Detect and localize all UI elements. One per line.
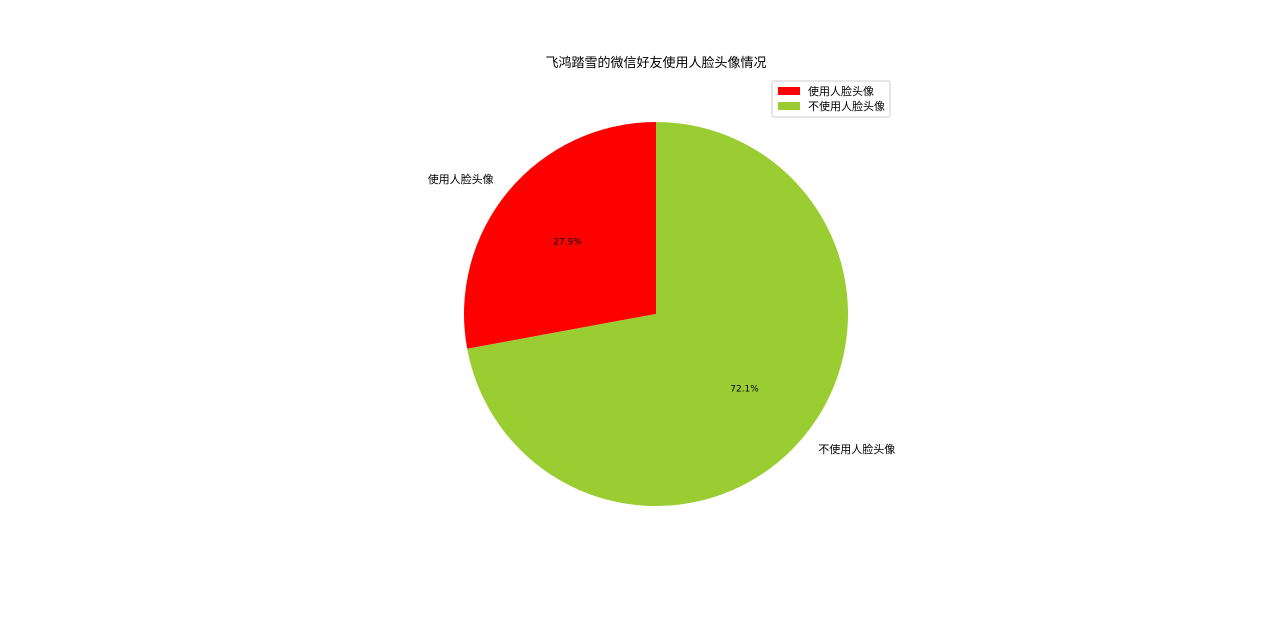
pie-slice-0 <box>463 122 656 349</box>
percent-label-1: 72.1% <box>730 385 759 395</box>
legend-frame <box>771 80 891 118</box>
pie-slice-1 <box>467 122 848 506</box>
legend-swatch-1 <box>778 102 800 110</box>
percent-label-0: 27.9% <box>553 237 582 247</box>
slice-label-1: 不使用人脸头像 <box>818 442 895 456</box>
slice-label-0: 使用人脸头像 <box>428 172 494 186</box>
legend-label-1: 不使用人脸头像 <box>808 99 885 113</box>
legend-label-0: 使用人脸头像 <box>808 84 874 98</box>
chart-title: 飞鸿踏雪的微信好友使用人脸头像情况 <box>545 55 766 71</box>
legend: 使用人脸头像 不使用人脸头像 <box>771 80 891 118</box>
legend-swatch-0 <box>778 87 800 95</box>
